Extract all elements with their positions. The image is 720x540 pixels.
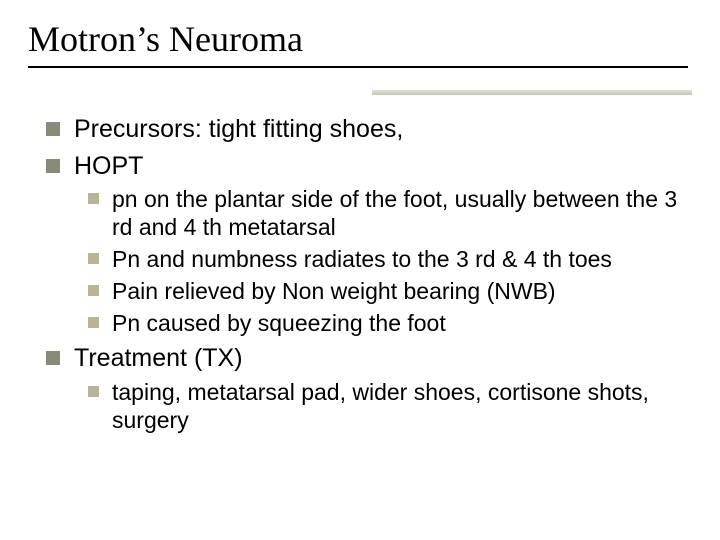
bullet-text: Pn and numbness radiates to the 3 rd & 4… — [112, 246, 612, 272]
list-item: Pn and numbness radiates to the 3 rd & 4… — [88, 245, 682, 273]
bullet-text: Treatment (TX) — [74, 344, 243, 372]
bullet-text: pn on the plantar side of the foot, usua… — [112, 186, 677, 240]
list-item: taping, metatarsal pad, wider shoes, cor… — [88, 378, 682, 434]
list-item: Precursors: tight fitting shoes, — [46, 114, 682, 145]
list-item: Treatment (TX) taping, metatarsal pad, w… — [46, 343, 682, 434]
bullet-list-lvl2: taping, metatarsal pad, wider shoes, cor… — [88, 378, 682, 434]
bullet-text: Pain relieved by Non weight bearing (NWB… — [112, 278, 556, 304]
list-item: HOPT pn on the plantar side of the foot,… — [46, 151, 682, 338]
slide-title: Motron’s Neuroma — [28, 18, 692, 60]
list-item: pn on the plantar side of the foot, usua… — [88, 185, 682, 241]
bullet-text: Precursors: tight fitting shoes, — [74, 115, 403, 143]
list-item: Pain relieved by Non weight bearing (NWB… — [88, 277, 682, 305]
title-underline — [28, 66, 688, 68]
bullet-list-lvl1: Precursors: tight fitting shoes, HOPT pn… — [46, 114, 682, 434]
slide-content: Precursors: tight fitting shoes, HOPT pn… — [28, 114, 692, 434]
bullet-text: HOPT — [74, 152, 143, 180]
bullet-list-lvl2: pn on the plantar side of the foot, usua… — [88, 185, 682, 337]
slide: Motron’s Neuroma Precursors: tight fitti… — [0, 0, 720, 540]
list-item: Pn caused by squeezing the foot — [88, 309, 682, 337]
accent-bar — [372, 90, 692, 95]
bullet-text: taping, metatarsal pad, wider shoes, cor… — [112, 379, 649, 433]
bullet-text: Pn caused by squeezing the foot — [112, 310, 446, 336]
